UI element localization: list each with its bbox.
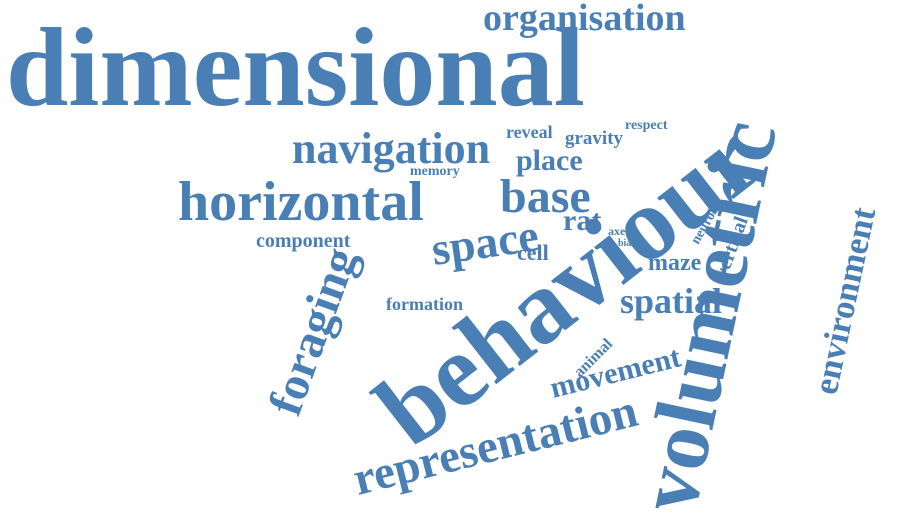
word-dimensional: dimensional (6, 6, 585, 130)
word-reveal: reveal (506, 122, 553, 142)
word-gravity: gravity (565, 128, 624, 149)
word-component: component (256, 230, 351, 252)
word-organisation: organisation (483, 0, 686, 39)
word-respect: respect (625, 118, 668, 133)
word-horizontal: horizontal (178, 171, 424, 233)
word-maze: maze (648, 250, 702, 276)
word-bias: bias (618, 238, 635, 249)
word-group: dimensionalbehaviourvolumetrichorizontal… (6, 0, 883, 520)
word-base: base (500, 170, 591, 223)
word-cell: cell (517, 240, 549, 265)
word-memory: memory (410, 164, 460, 179)
word-formation: formation (386, 294, 463, 314)
word-navigation: navigation (292, 124, 490, 173)
word-rat: rat (563, 204, 601, 237)
word-spatial: spatial (620, 281, 722, 321)
word-axe: axe (608, 224, 626, 238)
word-place: place (516, 144, 583, 177)
